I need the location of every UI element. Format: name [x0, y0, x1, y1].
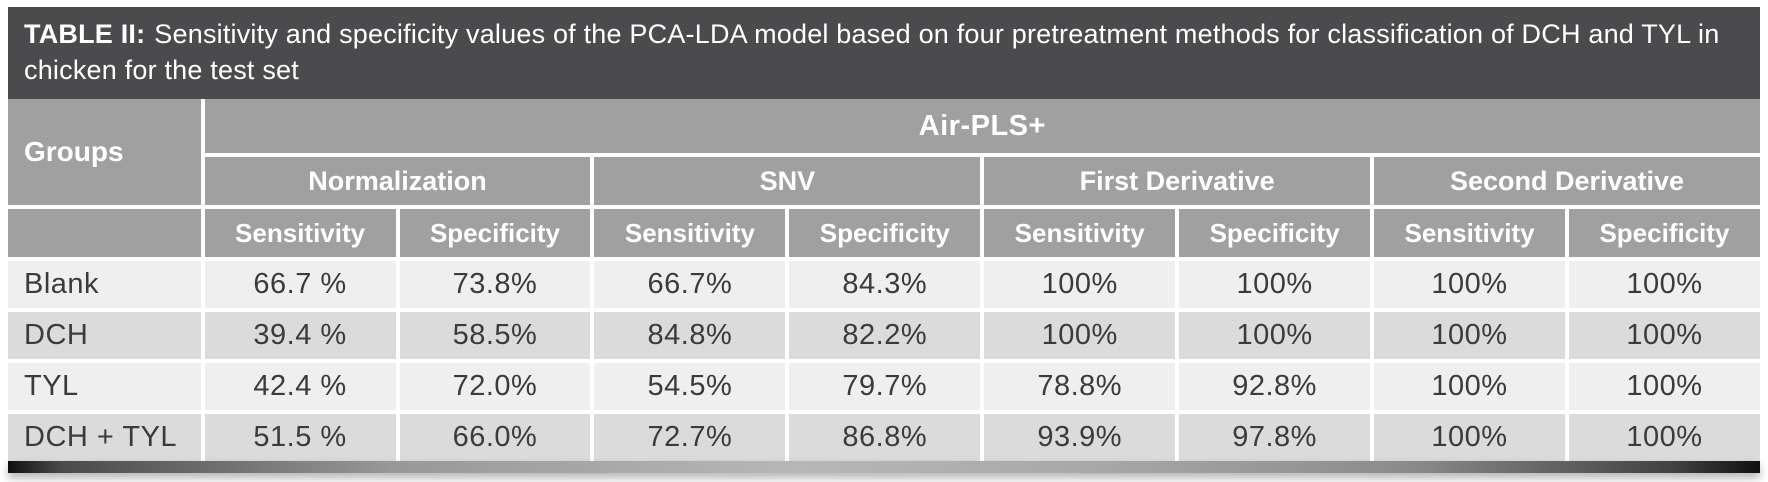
- group-label: Blank: [8, 261, 201, 308]
- value-cell: 100%: [1568, 312, 1760, 359]
- table-row-tyl: TYL 42.4 % 72.0% 54.5% 79.7% 78.8% 92.8%…: [8, 363, 1760, 410]
- value-cell: 100%: [984, 261, 1176, 308]
- table-row-dch: DCH 39.4 % 58.5% 84.8% 82.2% 100% 100% 1…: [8, 312, 1760, 359]
- value-cell: 100%: [1568, 363, 1760, 410]
- metric-header: Sensitivity: [594, 209, 786, 257]
- header-row-metrics: Sensitivity Specificity Sensitivity Spec…: [8, 209, 1760, 257]
- metric-header: Specificity: [399, 209, 591, 257]
- results-table: Groups Air-PLS+ Normalization SNV First …: [4, 95, 1764, 465]
- value-cell: 58.5%: [399, 312, 591, 359]
- groups-header: Groups: [8, 99, 201, 205]
- table-number: TABLE II:: [24, 19, 146, 49]
- bottom-accent-bar: [8, 461, 1760, 473]
- caption-text: Sensitivity and specificity values of th…: [24, 19, 1720, 85]
- value-cell: 82.2%: [789, 312, 981, 359]
- group-label: DCH: [8, 312, 201, 359]
- header-row-airpls: Groups Air-PLS+: [8, 99, 1760, 205]
- value-cell: 84.3%: [789, 261, 981, 308]
- table-caption: TABLE II: Sensitivity and specificity val…: [8, 7, 1760, 99]
- method-header-normalization: Normalization: [204, 157, 591, 205]
- metric-header: Sensitivity: [1374, 209, 1565, 257]
- value-cell: 84.8%: [594, 312, 786, 359]
- value-cell: 100%: [984, 312, 1176, 359]
- value-cell: 78.8%: [984, 363, 1176, 410]
- value-cell: 97.8%: [1179, 414, 1371, 461]
- table-row-blank: Blank 66.7 % 73.8% 66.7% 84.3% 100% 100%…: [8, 261, 1760, 308]
- value-cell: 66.0%: [399, 414, 591, 461]
- metric-header: Specificity: [789, 209, 981, 257]
- value-cell: 73.8%: [399, 261, 591, 308]
- value-cell: 72.7%: [594, 414, 786, 461]
- value-cell: 100%: [1374, 261, 1565, 308]
- method-header-second-derivative: Second Derivative: [1374, 157, 1760, 205]
- value-cell: 92.8%: [1179, 363, 1371, 410]
- value-cell: 93.9%: [984, 414, 1176, 461]
- value-cell: 66.7%: [594, 261, 786, 308]
- metric-header: Specificity: [1568, 209, 1760, 257]
- metric-header: Sensitivity: [984, 209, 1176, 257]
- value-cell: 100%: [1568, 414, 1760, 461]
- value-cell: 66.7 %: [204, 261, 396, 308]
- value-cell: 100%: [1179, 312, 1371, 359]
- metric-header: Sensitivity: [204, 209, 396, 257]
- value-cell: 79.7%: [789, 363, 981, 410]
- value-cell: 100%: [1374, 363, 1565, 410]
- group-label: DCH + TYL: [8, 414, 201, 461]
- value-cell: 42.4 %: [204, 363, 396, 410]
- value-cell: 100%: [1374, 312, 1565, 359]
- value-cell: 54.5%: [594, 363, 786, 410]
- method-header-snv: SNV: [594, 157, 981, 205]
- value-cell: 72.0%: [399, 363, 591, 410]
- empty-header-cell: [8, 209, 201, 257]
- value-cell: 39.4 %: [204, 312, 396, 359]
- table-row-dch-tyl: DCH + TYL 51.5 % 66.0% 72.7% 86.8% 93.9%…: [8, 414, 1760, 461]
- airpls-header: Air-PLS+: [204, 99, 1760, 153]
- group-label: TYL: [8, 363, 201, 410]
- value-cell: 51.5 %: [204, 414, 396, 461]
- method-header-first-derivative: First Derivative: [984, 157, 1371, 205]
- metric-header: Specificity: [1179, 209, 1371, 257]
- value-cell: 100%: [1179, 261, 1371, 308]
- value-cell: 100%: [1568, 261, 1760, 308]
- value-cell: 86.8%: [789, 414, 981, 461]
- value-cell: 100%: [1374, 414, 1565, 461]
- header-row-methods: Normalization SNV First Derivative Secon…: [8, 157, 1760, 205]
